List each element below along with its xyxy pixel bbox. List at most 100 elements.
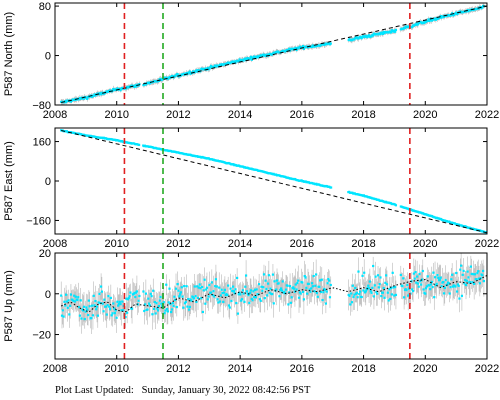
data-point [451,273,454,276]
data-point [236,312,240,315]
data-point [175,305,178,309]
data-point [205,288,208,291]
data-point [68,313,71,316]
data-point [371,286,374,289]
data-point [135,291,138,294]
y-tick-label: 80 [39,1,51,13]
data-point [242,292,245,295]
data-point [364,290,367,293]
data-point [251,299,254,302]
x-tick-label: 2010 [104,238,128,250]
data-point [389,286,393,290]
data-point [138,143,141,147]
data-point [209,64,213,68]
data-point [367,284,370,287]
data-point [273,280,276,283]
data-point [443,286,446,290]
data-point [86,313,90,317]
data-point [174,298,177,301]
y-tick-label: 0 [45,289,51,301]
data-point [399,273,402,277]
data-point [469,265,472,268]
data-point [227,304,231,307]
data-point [271,292,274,296]
model-line [61,5,487,103]
data-point [207,295,210,298]
data-point [128,295,131,298]
x-tick-label: 2016 [290,109,314,121]
data-point [279,287,283,290]
data-point [149,292,152,295]
data-point [464,283,468,287]
data-point [329,283,332,287]
data-point [365,288,368,291]
model-line [61,130,487,234]
data-point [370,291,373,294]
data-point [160,302,163,305]
data-point [272,302,275,305]
y-tick-label: −160 [26,215,51,227]
data-point [430,280,433,283]
y-tick-label: 0 [45,176,51,188]
data-point [192,297,196,300]
data-point [238,291,241,294]
data-point [303,275,306,278]
data-point [150,295,153,298]
data-point [372,295,376,298]
data-point [470,272,473,276]
data-point [200,297,203,300]
data-point [133,85,136,89]
data-point [359,290,362,293]
data-point [389,297,392,301]
data-point [392,286,395,289]
data-point [244,58,248,62]
data-point [169,303,172,306]
data-point [74,295,77,298]
data-point [64,101,68,104]
data-point [247,293,250,297]
y-tick-label: 160 [33,137,51,149]
data-point [176,73,179,76]
data-point [463,282,466,285]
data-point [266,282,270,285]
data-point [411,289,415,293]
data-point [302,47,306,50]
data-point [105,313,108,316]
data-point [394,204,398,207]
data-point [80,317,83,320]
data-point [420,278,424,281]
data-point [295,48,298,52]
data-point [216,298,219,301]
data-point [202,289,205,292]
data-point [157,304,161,308]
data-point [275,279,279,282]
data-point [70,99,73,102]
data-point [100,290,103,293]
data-point [229,287,232,290]
data-point [278,295,281,298]
data-point [389,31,393,34]
data-point [208,67,211,70]
data-point [447,282,450,285]
data-point [147,297,150,300]
data-point [171,301,174,305]
data-point [243,300,246,303]
x-tick-label: 2012 [166,238,190,250]
data-point [429,288,432,291]
data-point [455,271,458,275]
data-point [246,292,249,295]
data-point [231,60,235,63]
data-point [477,270,480,273]
data-point [426,275,429,278]
data-point [448,292,451,295]
data-point [90,317,93,320]
data-point [390,293,393,296]
data-point [288,291,291,294]
data-point [310,45,314,48]
data-point [330,186,333,189]
data-point [434,284,437,287]
data-point [350,292,353,295]
data-point [220,288,223,291]
data-point [295,288,298,291]
data-point [73,294,76,297]
